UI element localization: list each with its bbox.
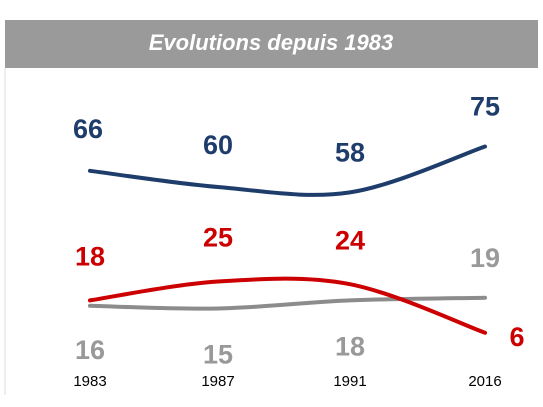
data-label: 18 xyxy=(75,242,105,272)
data-label: 6 xyxy=(509,322,524,352)
data-label: 60 xyxy=(203,130,233,160)
x-tick-label: 1991 xyxy=(333,373,366,390)
series-line xyxy=(88,144,487,197)
data-label: 19 xyxy=(470,243,500,273)
data-label: 16 xyxy=(75,335,105,365)
data-label: 18 xyxy=(335,332,365,362)
x-tick-label: 2016 xyxy=(468,373,501,390)
data-label: 24 xyxy=(335,225,365,255)
data-label: 75 xyxy=(470,92,500,122)
data-label: 58 xyxy=(335,138,365,168)
x-tick-label: 1983 xyxy=(73,373,106,390)
data-label: 15 xyxy=(203,340,233,370)
series-line xyxy=(88,276,487,335)
title-banner xyxy=(5,20,538,68)
x-tick-label: 1987 xyxy=(201,373,234,390)
series-line xyxy=(88,295,487,311)
data-label: 25 xyxy=(203,223,233,253)
chart-title: Evolutions depuis 1983 xyxy=(149,30,394,55)
data-label: 66 xyxy=(73,114,103,144)
